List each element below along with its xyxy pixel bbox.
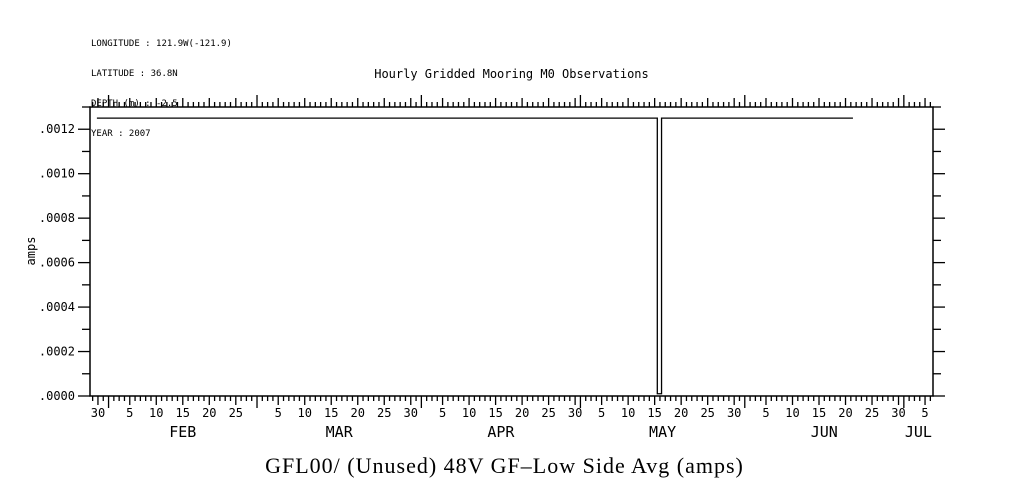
x-tick-label: 25 (377, 406, 391, 420)
x-month-label: MAR (326, 423, 354, 441)
y-tick-label: .0012 (39, 122, 75, 136)
x-tick-label: 25 (700, 406, 714, 420)
x-tick-label: 5 (126, 406, 133, 420)
x-tick-label: 25 (229, 406, 243, 420)
y-axis-ticks (78, 106, 945, 397)
y-axis-tick-labels: .0000 .0002 .0004 .0006 .0008 .0010 .0012 (39, 122, 75, 403)
y-tick-label: .0008 (39, 211, 75, 225)
y-tick-label: .0002 (39, 345, 75, 359)
x-tick-label: 25 (541, 406, 555, 420)
x-tick-label: 15 (647, 406, 661, 420)
x-tick-label: 20 (515, 406, 529, 420)
x-tick-label: 5 (921, 406, 928, 420)
y-tick-label: .0000 (39, 389, 75, 403)
x-tick-label: 10 (462, 406, 476, 420)
y-tick-label: .0004 (39, 300, 75, 314)
x-tick-label: 20 (202, 406, 216, 420)
data-series (96, 117, 853, 395)
x-axis-month-labels: FEB MAR APR MAY JUN JUL (169, 423, 932, 441)
x-tick-label: 30 (568, 406, 582, 420)
series-line (96, 117, 853, 395)
x-tick-label: 15 (324, 406, 338, 420)
plot-frame (89, 106, 934, 397)
x-tick-label: 5 (439, 406, 446, 420)
y-tick-label: .0010 (39, 167, 75, 181)
metadata-latitude: LATITUDE : 36.8N (91, 69, 178, 79)
x-month-label: JUL (905, 423, 932, 441)
x-tick-label: 10 (785, 406, 799, 420)
x-axis-tick-labels: 30 5 10 15 20 25 5 10 15 20 25 30 5 10 15 20 25 30 5 10 15 20… (91, 406, 929, 420)
x-month-label: JUN (811, 423, 838, 441)
x-tick-label: 15 (176, 406, 190, 420)
metadata-longitude: LONGITUDE : 121.9W(-121.9) (91, 39, 232, 49)
x-tick-label: 5 (762, 406, 769, 420)
x-tick-label: 30 (404, 406, 418, 420)
x-axis-ticks (92, 95, 931, 408)
y-tick-label: .0006 (39, 256, 75, 270)
x-tick-label: 30 (91, 406, 105, 420)
x-tick-label: 5 (598, 406, 605, 420)
x-month-label: MAY (649, 423, 676, 441)
x-tick-label: 30 (891, 406, 905, 420)
x-month-label: FEB (169, 423, 196, 441)
x-tick-label: 20 (674, 406, 688, 420)
x-tick-label: 25 (865, 406, 879, 420)
chart-title: Hourly Gridded Mooring M0 Observations (374, 67, 649, 81)
footer-title: GFL00/ (Unused) 48V GF–Low Side Avg (amp… (265, 453, 744, 478)
x-tick-label: 15 (488, 406, 502, 420)
x-tick-label: 5 (275, 406, 282, 420)
x-tick-label: 20 (351, 406, 365, 420)
x-tick-label: 20 (838, 406, 852, 420)
x-month-label: APR (487, 423, 515, 441)
x-tick-label: 10 (621, 406, 635, 420)
x-tick-label: 10 (149, 406, 163, 420)
x-tick-label: 10 (297, 406, 311, 420)
x-tick-label: 15 (812, 406, 826, 420)
x-tick-label: 30 (727, 406, 741, 420)
metadata-year: YEAR : 2007 (91, 129, 151, 139)
